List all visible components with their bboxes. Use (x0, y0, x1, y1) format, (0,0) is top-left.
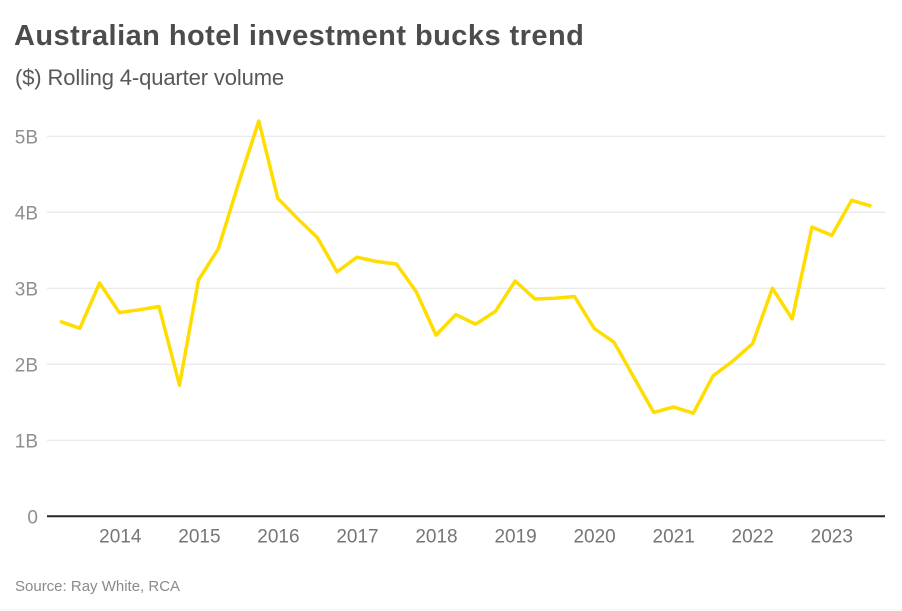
svg-text:1B: 1B (15, 432, 38, 453)
svg-text:2017: 2017 (336, 526, 378, 547)
svg-text:2022: 2022 (732, 526, 774, 547)
svg-text:0: 0 (27, 508, 38, 529)
svg-text:2015: 2015 (178, 526, 220, 547)
svg-text:2B: 2B (15, 356, 38, 377)
svg-text:3B: 3B (15, 280, 38, 301)
svg-text:4B: 4B (15, 204, 38, 225)
svg-text:2014: 2014 (99, 526, 142, 547)
svg-text:2023: 2023 (811, 526, 853, 547)
svg-text:5B: 5B (15, 128, 38, 149)
svg-text:2016: 2016 (257, 526, 299, 547)
svg-text:2019: 2019 (494, 526, 536, 547)
svg-text:2018: 2018 (415, 526, 457, 547)
svg-text:2021: 2021 (653, 526, 695, 547)
svg-text:2020: 2020 (573, 526, 615, 547)
